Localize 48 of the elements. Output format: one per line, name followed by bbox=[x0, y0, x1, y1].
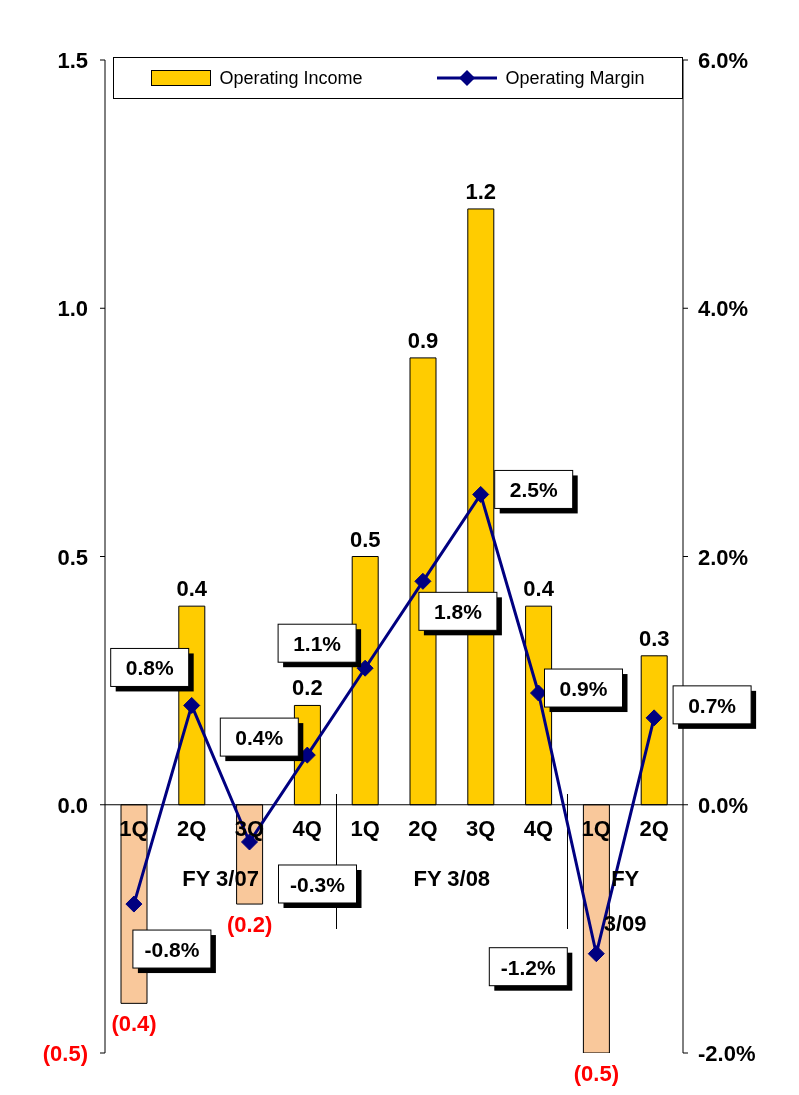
y2-tick-label: -2.0% bbox=[698, 1041, 756, 1066]
annotation: FY 3/08 bbox=[412, 865, 492, 894]
y-tick-label: 0.0 bbox=[57, 792, 88, 818]
data-label: (0.4) bbox=[111, 1011, 157, 1037]
y-tick-label: 0.5 bbox=[57, 544, 88, 570]
legend-label: Operating Margin bbox=[505, 67, 645, 89]
y2-tick-label: 2.0% bbox=[698, 544, 749, 570]
data-label: 0.4% bbox=[235, 726, 284, 750]
x-tick-label: 3Q bbox=[465, 816, 497, 843]
data-label: (0.2) bbox=[226, 912, 273, 938]
point bbox=[414, 572, 432, 590]
data-label: 2.5% bbox=[509, 478, 558, 502]
data-label: -0.3% bbox=[290, 872, 346, 896]
x-tick-label: 4Q bbox=[291, 816, 323, 843]
data-label: 0.2 bbox=[292, 675, 323, 701]
y-tick-label: 1.5 bbox=[57, 48, 88, 73]
data-label: 0.4 bbox=[176, 576, 208, 602]
y2-tick-label: 0.0% bbox=[698, 792, 749, 818]
point bbox=[472, 485, 490, 503]
x-tick-label: 1Q bbox=[349, 816, 381, 843]
data-label: 1.8% bbox=[433, 600, 483, 624]
data-label: 0.7% bbox=[688, 693, 737, 717]
legend-label: Operating Income bbox=[219, 67, 363, 89]
y-tick-label: (0.5) bbox=[42, 1041, 88, 1066]
data-label: 0.4 bbox=[523, 576, 555, 602]
x-tick-label: 2Q bbox=[638, 816, 670, 843]
x-tick-label: 4Q bbox=[522, 816, 555, 843]
data-label: -0.8% bbox=[144, 938, 200, 962]
y2-tick-label: 6.0% bbox=[698, 48, 749, 73]
data-label: 0.3 bbox=[638, 625, 670, 651]
data-label: 0.9 bbox=[407, 327, 439, 353]
point bbox=[183, 696, 201, 714]
data-label: -1.2% bbox=[500, 955, 557, 979]
data-label: 0.5 bbox=[349, 526, 381, 552]
x-tick-label: 1Q bbox=[118, 816, 150, 843]
data-label: 0.8% bbox=[125, 656, 174, 680]
x-tick-label: 2Q bbox=[176, 816, 208, 843]
point bbox=[645, 709, 663, 727]
y2-tick-label: 4.0% bbox=[698, 296, 749, 322]
y-tick-label: 1.0 bbox=[57, 296, 88, 322]
point bbox=[587, 945, 605, 963]
point bbox=[356, 659, 374, 677]
x-tick-label: 2Q bbox=[407, 816, 439, 843]
point bbox=[125, 895, 143, 913]
data-label: 1.1% bbox=[293, 632, 342, 656]
data-label: (0.5) bbox=[573, 1061, 620, 1086]
data-label: 0.9% bbox=[559, 677, 608, 701]
data-label: 1.2 bbox=[465, 178, 497, 204]
